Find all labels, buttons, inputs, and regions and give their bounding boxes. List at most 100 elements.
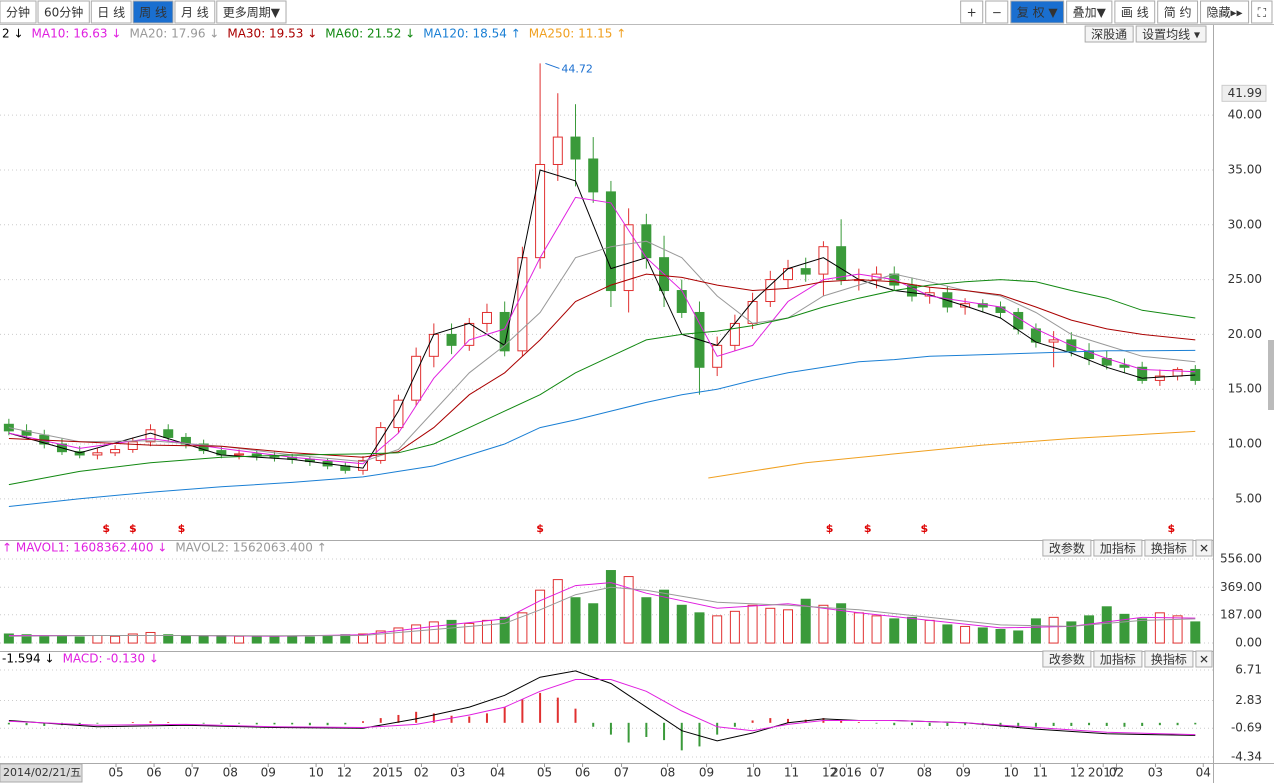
signal-marker: $ xyxy=(921,522,929,535)
candle-body xyxy=(499,311,510,352)
candle-body xyxy=(605,191,616,292)
x-tick-label: 04 xyxy=(1196,766,1211,780)
panel-button-label: 改参数 xyxy=(1049,652,1085,667)
panel-button[interactable] xyxy=(1144,650,1194,668)
candle-body xyxy=(3,423,14,432)
volume-bar xyxy=(836,603,847,644)
toolbar-button-label: 简 约 xyxy=(1164,5,1192,20)
x-tick-label: 11 xyxy=(1033,766,1048,780)
candle-body xyxy=(1137,366,1148,381)
peak-pointer xyxy=(545,62,560,69)
legend-entry: MA20: 17.96 ↓ xyxy=(129,27,219,41)
scrollbar[interactable] xyxy=(1268,340,1274,410)
candle-body xyxy=(535,163,546,259)
x-tick-label: 08 xyxy=(223,766,238,780)
toolbar-button[interactable] xyxy=(174,0,216,24)
candle-body xyxy=(411,355,422,401)
toolbar-button[interactable] xyxy=(1251,0,1273,24)
toolbar-button[interactable] xyxy=(90,0,132,24)
panel-button-label: ✕ xyxy=(1199,653,1209,667)
panel-button[interactable] xyxy=(1093,650,1143,668)
toolbar-button[interactable] xyxy=(132,0,174,24)
candle-body xyxy=(481,311,492,324)
x-tick-label: 12 xyxy=(337,766,352,780)
toolbar-button[interactable] xyxy=(37,0,90,24)
x-tick-label: 2015 xyxy=(373,766,404,780)
toolbar-button-label: 60分钟 xyxy=(44,5,83,20)
volume-bar xyxy=(1048,616,1059,644)
candle-body xyxy=(995,306,1006,313)
candle-body xyxy=(198,443,209,452)
toolbar-button-label: 更多周期▼ xyxy=(223,6,281,20)
toolbar-button[interactable] xyxy=(985,0,1009,24)
moving-average-line xyxy=(708,430,1196,479)
panel-button[interactable] xyxy=(1042,539,1092,557)
volume-bar xyxy=(1190,621,1201,644)
y-tick-label: -0.69 xyxy=(1231,721,1262,735)
legend-entry: MA250: 11.15 ↑ xyxy=(529,27,627,41)
candle-body xyxy=(92,452,103,456)
volume-bar xyxy=(358,633,369,644)
x-tick-label: 02 xyxy=(414,766,429,780)
volume-bar xyxy=(800,598,811,644)
candle-body xyxy=(269,455,280,458)
signal-marker: $ xyxy=(102,522,110,535)
y-tick-label: 6.71 xyxy=(1235,663,1262,677)
toolbar-button[interactable] xyxy=(960,0,984,24)
panel-button[interactable] xyxy=(1042,650,1092,668)
panel-button[interactable] xyxy=(1093,539,1143,557)
toolbar-button[interactable] xyxy=(0,0,37,24)
toolbar-button[interactable] xyxy=(1010,0,1065,24)
x-tick-label: 06 xyxy=(575,766,590,780)
x-tick-label: 10 xyxy=(746,766,761,780)
x-tick-label: 05 xyxy=(537,766,552,780)
panel-button[interactable] xyxy=(1195,650,1213,668)
volume-bar xyxy=(287,635,298,644)
toolbar-button[interactable] xyxy=(1157,0,1199,24)
volume-bar xyxy=(1119,613,1130,644)
panel-button[interactable] xyxy=(1195,539,1213,557)
candle-body xyxy=(163,429,174,438)
legend-entry: MACD: -0.130 ↓ xyxy=(63,652,159,666)
x-tick-label: 02 xyxy=(1109,766,1124,780)
volume-bar xyxy=(960,625,971,644)
toolbar-button[interactable] xyxy=(216,0,287,24)
toolbar-button[interactable] xyxy=(1114,0,1156,24)
candle-body xyxy=(765,279,776,303)
legend-entry: MA60: 21.52 ↓ xyxy=(325,27,415,41)
candle-body xyxy=(570,136,581,160)
y-tick-label: -4.34 xyxy=(1231,749,1262,763)
panel-button[interactable] xyxy=(1084,25,1134,43)
peak-label: 44.72 xyxy=(561,62,593,75)
volume-bar xyxy=(552,579,563,644)
panel-button[interactable] xyxy=(1135,25,1207,43)
toolbar-button-label: 分钟 xyxy=(6,5,30,20)
volume-bar xyxy=(729,610,740,644)
candle-body xyxy=(74,451,85,456)
volume-bar xyxy=(322,634,333,644)
toolbar-button[interactable] xyxy=(1066,0,1113,24)
volume-bar xyxy=(39,634,50,644)
signal-marker: $ xyxy=(129,522,137,535)
legend-entry: ↑ MAVOL1: 1608362.400 ↓ xyxy=(2,541,167,555)
volume-bar xyxy=(605,570,616,644)
x-tick-label: 03 xyxy=(450,766,465,780)
candle-body xyxy=(1013,311,1024,330)
panel-button-label: 换指标 xyxy=(1151,652,1187,667)
macd-line xyxy=(8,679,1196,736)
legend-entry: -1.594 ↓ xyxy=(2,652,55,666)
volume-bar xyxy=(163,634,174,644)
x-tick-label: 2017 xyxy=(1088,766,1119,780)
panel-button[interactable] xyxy=(1144,539,1194,557)
legend-entry: MA30: 19.53 ↓ xyxy=(227,27,317,41)
candle-body xyxy=(234,453,245,456)
volume-bar xyxy=(428,621,439,644)
x-tick-label: 03 xyxy=(1148,766,1163,780)
y-tick-label: 15.00 xyxy=(1228,382,1262,396)
volume-bar xyxy=(481,619,492,644)
legend-entry: MAVOL2: 1562063.400 ↑ xyxy=(175,541,326,555)
moving-average-line xyxy=(8,279,1196,486)
y-tick-label: 10.00 xyxy=(1228,437,1262,451)
toolbar-button[interactable] xyxy=(1200,0,1250,24)
volume-bar xyxy=(1030,618,1041,644)
